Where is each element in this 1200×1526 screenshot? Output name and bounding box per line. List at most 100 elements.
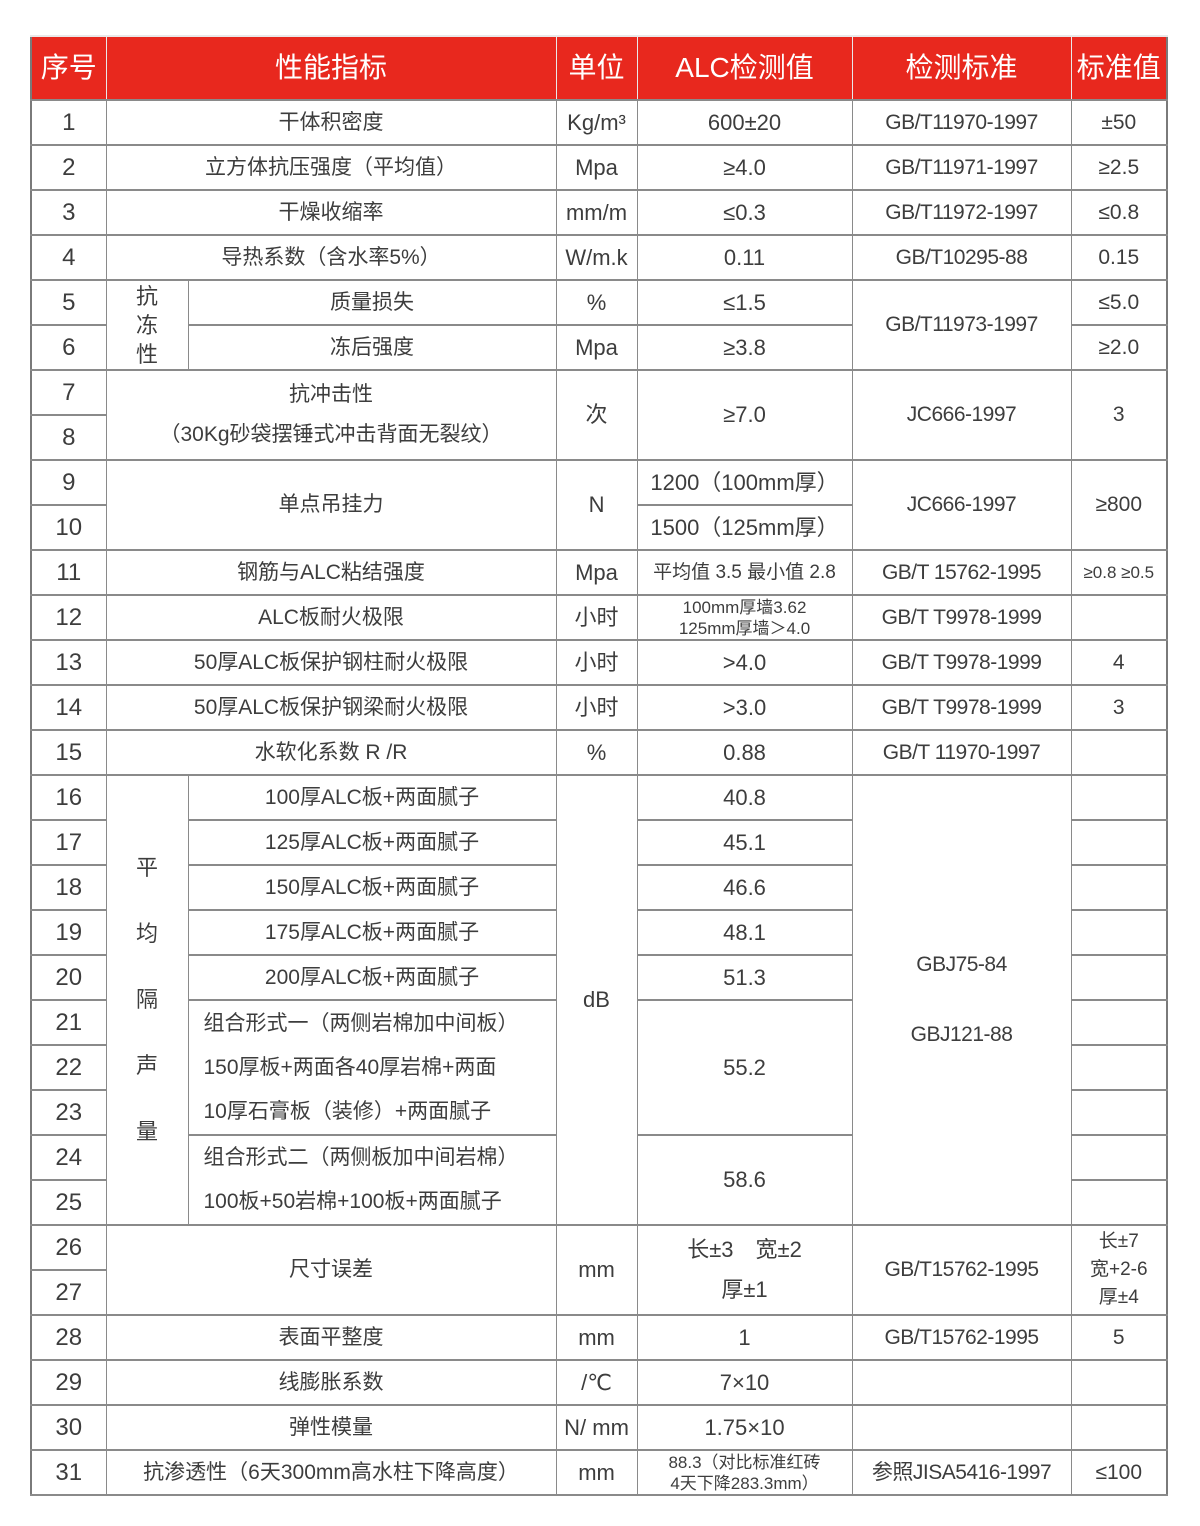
- alc-spec-table: 序号 性能指标 单位 ALC检测值 检测标准 标准值 1 干体积密度 Kg/m³…: [30, 35, 1169, 1496]
- table-row: 1 干体积密度 Kg/m³ 600±20 GB/T11970-1997 ±50: [30, 99, 1168, 146]
- r11-unit: Mpa: [555, 549, 638, 596]
- r1-no: 1: [30, 99, 107, 146]
- table-row: 22: [30, 1044, 1168, 1091]
- r31-indicator: 抗渗透性（6天300mm高水柱下降高度）: [105, 1449, 557, 1496]
- r9-10-unit: N: [555, 459, 638, 551]
- r11-standard: GB/T 15762-1995: [851, 549, 1072, 596]
- r9-10-indicator: 单点吊挂力: [105, 459, 557, 551]
- r11-alc: 平均值 3.5 最小值 2.8: [636, 549, 853, 596]
- table-row: 8: [30, 414, 1167, 461]
- r19-indicator: 175厚ALC板+两面腻子: [187, 909, 557, 956]
- r14-unit: 小时: [555, 684, 638, 731]
- r18-indicator: 150厚ALC板+两面腻子: [187, 864, 557, 911]
- r31-standard: 参照JISA5416-1997: [851, 1449, 1072, 1496]
- table-row: 6 冻后强度 Mpa ≥3.8 ≥2.0: [30, 324, 1168, 371]
- table-row: 16 平 均 隔 声 量 100厚ALC板+两面腻子 dB 40.8 GBJ75…: [30, 774, 1168, 1226]
- table-row: 18 150厚ALC板+两面腻子 46.6: [30, 864, 1168, 911]
- r7-8-alc: ≥7.0: [636, 369, 853, 461]
- avg-sound-insulation-group-label: 平 均 隔 声 量: [105, 774, 189, 1226]
- r13-no: 13: [30, 639, 107, 686]
- r16-alc: 40.8: [636, 774, 853, 821]
- r5-std: ≤5.0: [1070, 279, 1168, 326]
- r6-unit: Mpa: [555, 324, 638, 371]
- r30-std: [1070, 1404, 1168, 1451]
- r15-standard: GB/T 11970-1997: [851, 729, 1072, 776]
- r19-alc: 48.1: [636, 909, 853, 956]
- table-row: 27: [30, 1269, 1167, 1316]
- r29-standard: [851, 1359, 1072, 1406]
- r12-no: 12: [30, 594, 107, 641]
- r2-no: 2: [30, 144, 107, 191]
- table-row: 2 立方体抗压强度（平均值） Mpa ≥4.0 GB/T11971-1997 ≥…: [30, 144, 1168, 191]
- r9-alc: 1200（100mm厚）: [636, 459, 853, 506]
- r3-no: 3: [30, 189, 107, 236]
- header-unit: 单位: [555, 35, 638, 101]
- r1-standard: GB/T11970-1997: [851, 99, 1072, 146]
- table-row: 7 抗冲击性 （30Kg砂袋摆锤式冲击背面无裂纹） 次 ≥7.0 JC666-1…: [30, 369, 1168, 461]
- r9-10-std: ≥800: [1070, 459, 1168, 551]
- table-row: 25: [30, 1179, 1168, 1226]
- r11-no: 11: [30, 549, 107, 596]
- r9-10-standard: JC666-1997: [851, 459, 1072, 551]
- table-row: 29 线膨胀系数 /℃ 7×10: [30, 1359, 1168, 1406]
- r3-alc: ≤0.3: [636, 189, 853, 236]
- r6-indicator: 冻后强度: [187, 324, 557, 371]
- r27-no: 27: [30, 1269, 107, 1316]
- r13-alc: >4.0: [636, 639, 853, 686]
- r18-alc: 46.6: [636, 864, 853, 911]
- r21-23-alc: 55.2: [636, 999, 853, 1136]
- r30-no: 30: [30, 1404, 107, 1451]
- r15-unit: %: [555, 729, 638, 776]
- r15-std: [1070, 729, 1168, 776]
- r23-std: [1070, 1089, 1168, 1136]
- r26-27-indicator: 尺寸误差: [105, 1224, 557, 1316]
- table-row: 5 抗 冻 性 质量损失 % ≤1.5 GB/T11973-1997 ≤5.0: [30, 279, 1168, 371]
- r8-no: 8: [30, 414, 107, 461]
- r25-std: [1070, 1179, 1168, 1226]
- table-row: 17 125厚ALC板+两面腻子 45.1: [30, 819, 1168, 866]
- r3-indicator: 干燥收缩率: [105, 189, 557, 236]
- table-row: 30 弹性模量 N/ mm 1.75×10: [30, 1404, 1168, 1451]
- r24-25-alc: 58.6: [636, 1134, 853, 1226]
- r6-no: 6: [30, 324, 107, 371]
- sound-standard: GBJ75-84 GBJ121-88: [851, 774, 1072, 1226]
- table-row: 24 组合形式二（两侧板加中间岩棉） 100板+50岩棉+100板+两面腻子 5…: [30, 1134, 1168, 1226]
- table-row: 12 ALC板耐火极限 小时 100mm厚墙3.62 125mm厚墙＞4.0 G…: [30, 594, 1168, 641]
- table-row: 14 50厚ALC板保护钢梁耐火极限 小时 >3.0 GB/T T9978-19…: [30, 684, 1168, 731]
- r31-alc: 88.3（对比标准红砖 4天下降283.3mm）: [636, 1449, 853, 1496]
- r4-unit: W/m.k: [555, 234, 638, 281]
- r2-unit: Mpa: [555, 144, 638, 191]
- r2-indicator: 立方体抗压强度（平均值）: [105, 144, 557, 191]
- r6-alc: ≥3.8: [636, 324, 853, 371]
- header-indicator: 性能指标: [105, 35, 557, 101]
- r17-indicator: 125厚ALC板+两面腻子: [187, 819, 557, 866]
- header-no: 序号: [30, 35, 107, 101]
- table-row: 21 组合形式一（两侧岩棉加中间板） 150厚板+两面各40厚岩棉+两面 10厚…: [30, 999, 1168, 1136]
- r10-no: 10: [30, 504, 107, 551]
- r4-std: 0.15: [1070, 234, 1168, 281]
- r12-alc: 100mm厚墙3.62 125mm厚墙＞4.0: [636, 594, 853, 641]
- r24-std: [1070, 1134, 1168, 1181]
- table-row: 13 50厚ALC板保护钢柱耐火极限 小时 >4.0 GB/T T9978-19…: [30, 639, 1168, 686]
- r7-8-indicator: 抗冲击性 （30Kg砂袋摆锤式冲击背面无裂纹）: [105, 369, 557, 461]
- r30-indicator: 弹性模量: [105, 1404, 557, 1451]
- r30-alc: 1.75×10: [636, 1404, 853, 1451]
- r19-std: [1070, 909, 1168, 956]
- r14-std: 3: [1070, 684, 1168, 731]
- header-row: 序号 性能指标 单位 ALC检测值 检测标准 标准值: [30, 35, 1168, 101]
- table-row: 10 1500（125mm厚）: [30, 504, 1167, 551]
- r14-standard: GB/T T9978-1999: [851, 684, 1072, 731]
- r26-27-unit: mm: [555, 1224, 638, 1316]
- r13-standard: GB/T T9978-1999: [851, 639, 1072, 686]
- r13-indicator: 50厚ALC板保护钢柱耐火极限: [105, 639, 557, 686]
- table-row: 31 抗渗透性（6天300mm高水柱下降高度） mm 88.3（对比标准红砖 4…: [30, 1449, 1168, 1496]
- r31-unit: mm: [555, 1449, 638, 1496]
- table-row: 3 干燥收缩率 mm/m ≤0.3 GB/T11972-1997 ≤0.8: [30, 189, 1168, 236]
- r6-std: ≥2.0: [1070, 324, 1168, 371]
- r21-23-indicator: 组合形式一（两侧岩棉加中间板） 150厚板+两面各40厚岩棉+两面 10厚石膏板…: [187, 999, 557, 1136]
- r2-alc: ≥4.0: [636, 144, 853, 191]
- r14-no: 14: [30, 684, 107, 731]
- r26-27-std: 长±7 宽+2-6 厚±4: [1070, 1224, 1168, 1316]
- r28-standard: GB/T15762-1995: [851, 1314, 1072, 1361]
